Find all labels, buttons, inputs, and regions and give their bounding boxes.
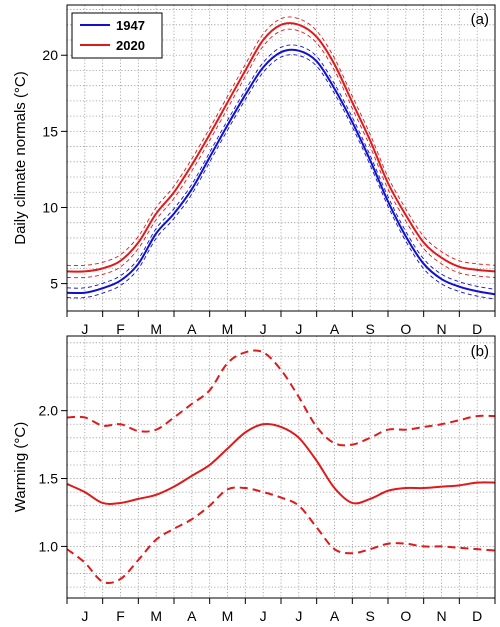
- legend-label-1947: 1947: [116, 18, 145, 33]
- series-line-2020: [66, 22, 496, 273]
- legend: 1947 2020: [71, 12, 163, 59]
- series-band-1947: [66, 54, 496, 300]
- x-tick-label: S: [365, 608, 374, 624]
- series-band-2020: [66, 28, 496, 279]
- x-tick-label: M: [222, 321, 234, 337]
- x-tick-label: F: [116, 321, 125, 337]
- series-band-2020: [66, 16, 496, 267]
- x-tick-label: J: [81, 321, 88, 337]
- y-tick-label: 1.0: [39, 538, 59, 554]
- y-tick-label: 2.0: [39, 403, 59, 419]
- y-tick-label: 5: [50, 276, 58, 292]
- panel-b-grid: [66, 336, 496, 598]
- x-tick-label: M: [150, 608, 162, 624]
- x-tick-label: N: [436, 321, 446, 337]
- x-tick-label: F: [116, 608, 125, 624]
- panel-a-y-axis: 5 10 15 20: [42, 47, 67, 292]
- x-tick-label: A: [187, 321, 197, 337]
- series-line-1947: [66, 48, 496, 296]
- x-tick-label: A: [330, 321, 340, 337]
- panel-a-label: (a): [471, 11, 489, 28]
- x-tick-label: O: [400, 608, 411, 624]
- x-tick-label: M: [150, 321, 162, 337]
- x-tick-label: N: [436, 608, 446, 624]
- x-tick-label: M: [222, 608, 234, 624]
- x-tick-label: A: [330, 608, 340, 624]
- panel-b-label: (b): [471, 343, 489, 360]
- x-tick-label: J: [295, 321, 302, 337]
- panel-a-y-axis-title: Daily climate normals (°C): [12, 71, 29, 245]
- panel-b-y-axis: 1.0 1.5 2.0: [39, 403, 67, 554]
- panel-b-y-axis-title: Warming (°C): [12, 422, 29, 512]
- y-tick-label: 10: [42, 199, 58, 215]
- x-tick-label: D: [472, 608, 482, 624]
- y-tick-label: 20: [42, 47, 58, 63]
- series-band-1947: [66, 44, 496, 290]
- panel-a-bands: [66, 16, 496, 300]
- series-line-warming-0: [66, 422, 496, 505]
- panel-b: 1.0 1.5 2.0 J F M A M J J A S O N D Warming (°C) (b): [12, 335, 496, 624]
- x-tick-label: O: [400, 321, 411, 337]
- x-tick-label: J: [81, 608, 88, 624]
- legend-box: [71, 12, 163, 59]
- panel-a: 5 10 15 20 J F M A M J J A S O N D Daily climate norma…: [12, 4, 496, 337]
- panel-b-lines: [66, 349, 496, 584]
- x-tick-label: S: [365, 321, 374, 337]
- legend-label-2020: 2020: [116, 38, 145, 53]
- x-tick-label: J: [260, 608, 267, 624]
- y-tick-label: 1.5: [39, 471, 59, 487]
- panel-a-lines: [66, 22, 496, 296]
- x-tick-label: A: [187, 608, 197, 624]
- x-tick-label: D: [472, 321, 482, 337]
- y-tick-label: 15: [42, 123, 58, 139]
- x-tick-label: J: [260, 321, 267, 337]
- series-line-warming-2: [66, 486, 496, 584]
- x-tick-label: J: [295, 608, 302, 624]
